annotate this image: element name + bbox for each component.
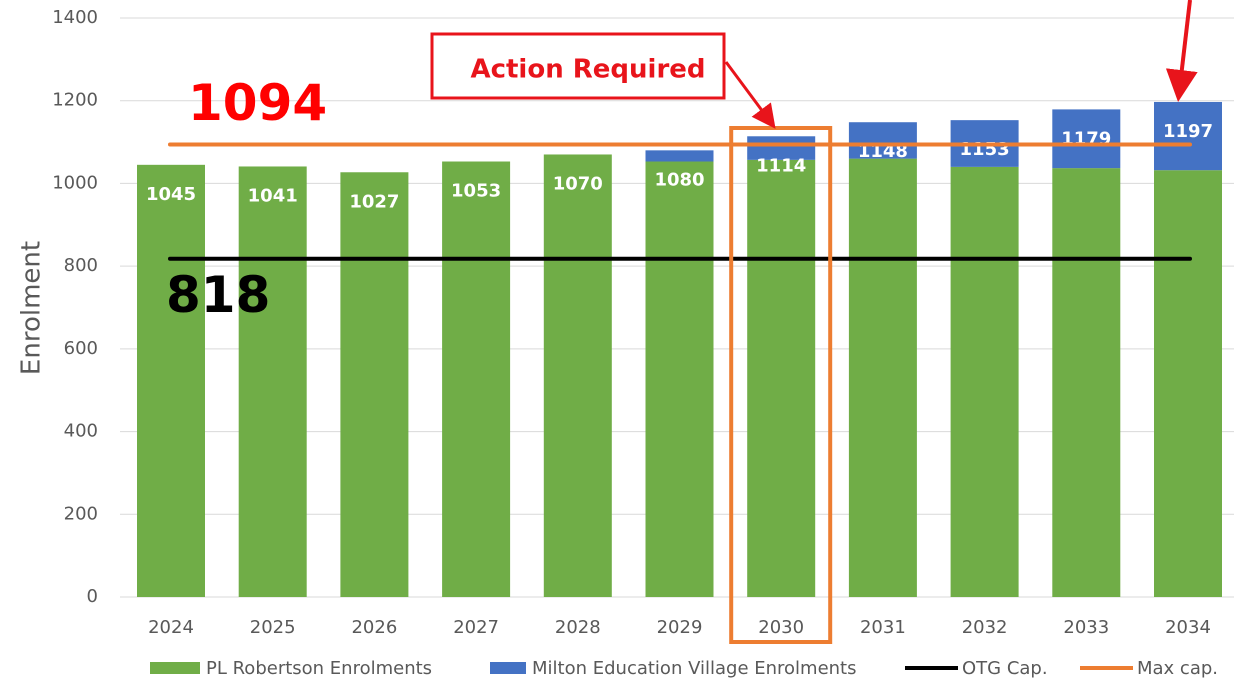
y-tick-label: 400 [64,421,98,442]
bar-segment [1154,170,1222,598]
y-axis-title: Enrolment [17,241,47,375]
x-tick-label: 2028 [555,617,601,638]
bar-segment [645,150,714,162]
total-label: 1197 [1163,121,1213,142]
y-tick-label: 1000 [52,172,98,193]
total-label: 1080 [654,169,704,190]
annotation-box [430,32,726,100]
legend-label: PL Robertson Enrolments [206,658,432,679]
y-tick-label: 1200 [52,90,98,111]
x-tick-label: 2032 [962,617,1008,638]
bar-segment [1154,101,1222,171]
legend-label: Max cap. [1137,658,1218,679]
bar-segment [848,122,917,159]
x-tick-label: 2025 [250,617,296,638]
bar-segment [1052,109,1121,169]
bar-segment [848,158,917,597]
legend-swatch [490,662,526,674]
bar-segment [1052,168,1121,597]
x-tick-label: 2033 [1063,617,1109,638]
bar-segment [645,161,714,598]
total-label: 1053 [451,181,501,202]
legend-label: OTG Cap. [962,658,1048,679]
bar-segment [442,161,511,598]
x-tick-label: 2029 [657,617,703,638]
y-tick-label: 200 [64,503,98,524]
total-label: 1153 [960,139,1010,160]
x-tick-label: 2034 [1165,617,1211,638]
x-tick-label: 2024 [148,617,194,638]
arrow [1165,0,1198,102]
bar-segment [340,172,409,597]
x-tick-label: 2030 [758,617,804,638]
total-label: 1041 [248,185,298,206]
annotation: Action Required [470,55,705,85]
line-annotation: 818 [166,266,270,324]
bar-segment [747,159,816,598]
total-label: 1027 [349,191,399,212]
y-tick-label: 600 [64,338,98,359]
total-label: 1114 [756,155,806,176]
legend-label: Milton Education Village Enrolments [532,658,857,679]
x-tick-label: 2026 [351,617,397,638]
bar-segment [747,136,816,160]
x-tick-label: 2027 [453,617,499,638]
bar-segment [137,164,205,597]
line-annotation: 1094 [188,74,327,132]
legend-swatch [150,662,200,674]
total-label: 1045 [146,184,196,205]
y-tick-label: 1400 [52,7,98,28]
arrow [724,61,776,129]
y-tick-label: 800 [64,255,98,276]
x-tick-label: 2031 [860,617,906,638]
bar-segment [238,166,307,597]
y-tick-label: 0 [87,586,98,607]
bar-segment [543,154,612,597]
bar-segment [950,166,1019,597]
total-label: 1070 [553,173,603,194]
highlight-box [729,126,833,644]
